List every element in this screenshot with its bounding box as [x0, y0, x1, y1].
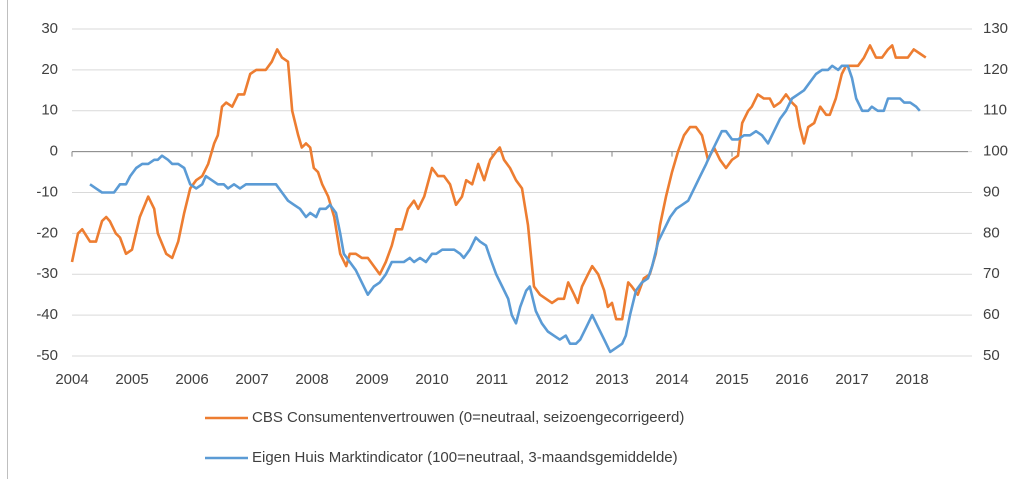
y-tick-label: -50 [36, 347, 58, 364]
y2-tick-label: 80 [983, 224, 1000, 241]
y-tick-label: -10 [36, 183, 58, 200]
x-tick-label: 2018 [895, 371, 928, 388]
x-tick-label: 2017 [835, 371, 868, 388]
x-tick-label: 2014 [655, 371, 688, 388]
series-line [70, 44, 927, 321]
y2-tick-label: 70 [983, 265, 1000, 282]
x-tick-label: 2009 [355, 371, 388, 388]
series-line [89, 64, 921, 354]
x-tick-label: 2005 [115, 371, 148, 388]
y-tick-label: 10 [41, 102, 58, 119]
x-tick-label: 2016 [775, 371, 808, 388]
x-tick-label: 2007 [235, 371, 268, 388]
y2-tick-label: 130 [983, 20, 1008, 37]
x-tick-label: 2004 [55, 371, 88, 388]
x-tick-label: 2006 [175, 371, 208, 388]
y-tick-label: -40 [36, 306, 58, 323]
y-tick-label: 0 [50, 143, 58, 160]
legend-label: CBS Consumentenvertrouwen (0=neutraal, s… [252, 409, 684, 426]
y-tick-label: -20 [36, 224, 58, 241]
x-tick-label: 2015 [715, 371, 748, 388]
y2-tick-label: 60 [983, 306, 1000, 323]
y-tick-label: 20 [41, 61, 58, 78]
y-tick-label: 30 [41, 20, 58, 37]
y2-tick-label: 100 [983, 143, 1008, 160]
x-tick-label: 2011 [476, 371, 508, 388]
legend-label: Eigen Huis Marktindicator (100=neutraal,… [252, 449, 678, 466]
y-tick-label: -30 [36, 265, 58, 282]
y2-tick-label: 110 [983, 102, 1007, 119]
y2-tick-label: 120 [983, 61, 1008, 78]
x-tick-label: 2013 [595, 371, 628, 388]
x-tick-label: 2010 [415, 371, 448, 388]
chart-frame [7, 0, 8, 479]
y2-tick-label: 90 [983, 183, 1000, 200]
x-tick-label: 2012 [535, 371, 568, 388]
x-tick-label: 2008 [295, 371, 328, 388]
y2-tick-label: 50 [983, 347, 1000, 364]
